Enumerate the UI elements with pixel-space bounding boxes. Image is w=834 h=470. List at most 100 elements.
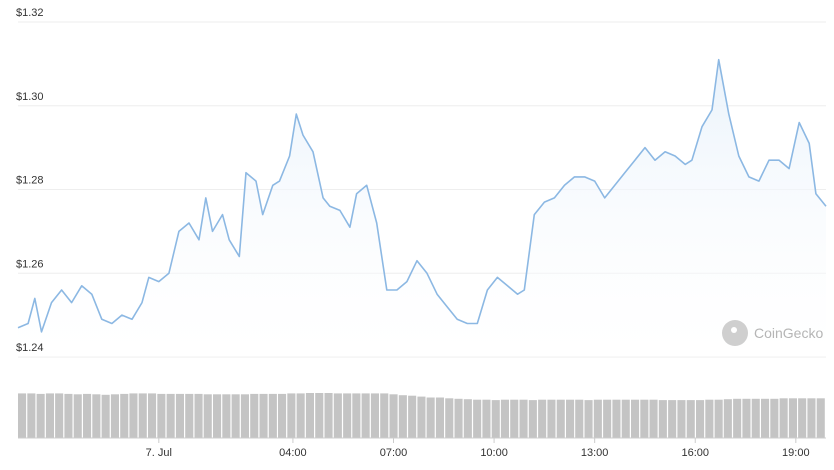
volume-bar xyxy=(18,393,27,438)
volume-bar xyxy=(64,393,73,438)
x-tick-label: 13:00 xyxy=(581,447,609,459)
volume-bar xyxy=(92,394,101,438)
volume-bar xyxy=(305,393,314,438)
y-tick-label: $1.26 xyxy=(16,258,44,270)
volume-bar xyxy=(370,393,379,438)
volume-bar xyxy=(352,393,361,438)
volume-bar xyxy=(603,399,612,438)
volume-bar xyxy=(510,399,519,438)
volume-bar xyxy=(101,394,110,438)
volume-bar xyxy=(250,393,259,438)
x-tick-label: 10:00 xyxy=(480,447,508,459)
volume-bar xyxy=(417,396,426,438)
volume-bar xyxy=(723,399,732,438)
x-tick-label: 04:00 xyxy=(279,447,307,459)
volume-bar xyxy=(278,393,287,438)
volume-bar xyxy=(584,400,593,438)
volume-bar xyxy=(324,393,333,438)
volume-bar xyxy=(538,399,547,438)
x-tick-label: 07:00 xyxy=(380,447,408,459)
volume-bar xyxy=(547,399,556,438)
volume-bar xyxy=(566,399,575,438)
coingecko-logo-icon xyxy=(722,320,748,346)
volume-bar xyxy=(761,398,770,438)
watermark-text: CoinGecko xyxy=(754,325,824,341)
volume-bar xyxy=(398,395,407,438)
volume-bar xyxy=(185,393,194,438)
volume-bar xyxy=(445,398,454,438)
volume-bar xyxy=(621,399,630,438)
volume-bar xyxy=(55,393,64,438)
volume-bar xyxy=(742,398,751,438)
volume-bar xyxy=(296,393,305,438)
volume-bar xyxy=(138,393,147,438)
volume-bar xyxy=(519,399,528,438)
volume-bar xyxy=(473,399,482,438)
volume-bar xyxy=(640,399,649,438)
volume-bar xyxy=(807,398,816,438)
volume-bar xyxy=(175,393,184,438)
coingecko-watermark: CoinGecko xyxy=(722,320,823,346)
volume-bar xyxy=(380,393,389,438)
volume-bar xyxy=(788,398,797,438)
volume-bar xyxy=(231,394,240,438)
volume-bar xyxy=(435,397,444,438)
volume-bar xyxy=(798,398,807,438)
x-tick-label: 19:00 xyxy=(782,447,810,459)
volume-bar xyxy=(203,394,212,438)
volume-bar xyxy=(677,400,686,438)
x-tick-label: 16:00 xyxy=(681,447,709,459)
volume-bar xyxy=(631,399,640,438)
volume-bar xyxy=(45,393,54,438)
volume-bar xyxy=(714,399,723,438)
volume-bar xyxy=(315,393,324,438)
volume-bar xyxy=(779,398,788,438)
y-tick-label: $1.24 xyxy=(16,342,44,354)
volume-bar xyxy=(426,397,435,438)
volume-bar xyxy=(482,399,491,438)
volume-bar xyxy=(408,395,417,438)
volume-bar xyxy=(213,394,222,438)
volume-bar xyxy=(491,400,500,438)
volume-bar xyxy=(194,393,203,438)
volume-bar xyxy=(240,394,249,438)
volume-bar xyxy=(83,393,92,438)
volume-bar xyxy=(148,393,157,438)
volume-bar xyxy=(528,400,537,438)
axes: $1.32 $1.30 $1.28 $1.26 $1.24 7. Jul 04:00 07:0… xyxy=(16,7,826,459)
y-tick-label: $1.28 xyxy=(16,175,44,187)
volume-bar xyxy=(816,398,825,438)
volume-bar xyxy=(259,393,268,438)
volume-bar xyxy=(129,393,138,438)
volume-bar xyxy=(287,393,296,438)
volume-bar xyxy=(658,400,667,438)
volume-bar xyxy=(120,393,129,438)
price-area-fill xyxy=(18,59,826,357)
volume-bar xyxy=(751,398,760,438)
price-line xyxy=(17,58,827,333)
volume-bar xyxy=(27,393,36,438)
volume-bar xyxy=(222,394,231,438)
y-tick-label: $1.30 xyxy=(16,91,44,103)
volume-bar xyxy=(361,393,370,438)
volume-bar xyxy=(73,394,82,438)
volume-bar xyxy=(389,394,398,438)
price-series-line xyxy=(17,58,827,333)
volume-bar xyxy=(110,394,119,438)
volume-bar xyxy=(333,393,342,438)
price-area xyxy=(18,59,826,357)
volume-bar xyxy=(770,398,779,438)
volume-bars xyxy=(18,393,825,438)
volume-bar xyxy=(649,399,658,438)
volume-bar xyxy=(696,400,705,438)
volume-bar xyxy=(556,399,565,438)
volume-bar xyxy=(343,393,352,438)
volume-bar xyxy=(36,393,45,438)
volume-bar xyxy=(668,400,677,438)
volume-bar xyxy=(157,393,166,438)
volume-bar xyxy=(463,399,472,438)
volume-bar xyxy=(593,399,602,438)
volume-bar xyxy=(686,400,695,438)
volume-bar xyxy=(500,399,509,438)
